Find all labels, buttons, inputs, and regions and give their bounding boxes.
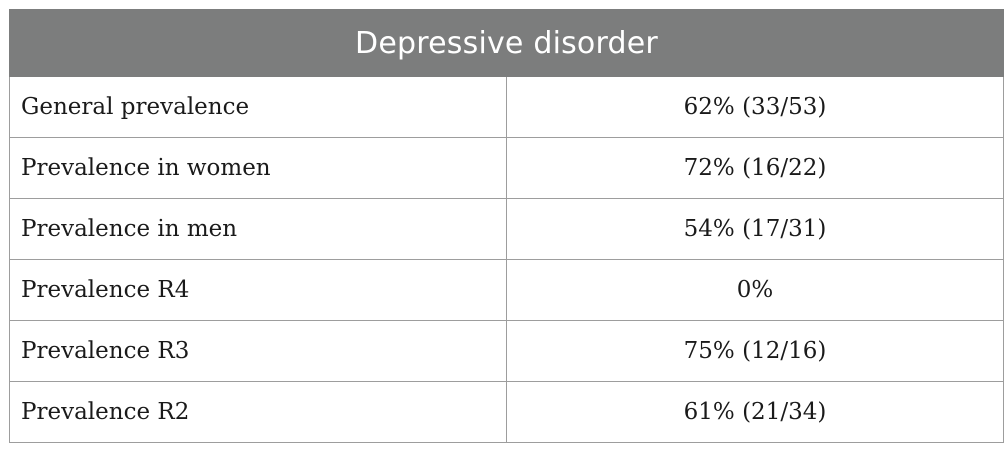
table-title: Depressive disorder (9, 9, 1004, 77)
row-value: 0% (506, 259, 1004, 321)
table-row: Prevalence in men 54% (17/31) (9, 198, 1004, 260)
prevalence-table-container: Depressive disorder General prevalence 6… (9, 9, 1004, 443)
row-label: Prevalence in women (9, 137, 507, 199)
row-label: Prevalence R4 (9, 259, 507, 321)
table-row: Prevalence in women 72% (16/22) (9, 137, 1004, 199)
row-label: General prevalence (9, 76, 507, 138)
row-value: 62% (33/53) (506, 76, 1004, 138)
row-label: Prevalence R3 (9, 320, 507, 382)
row-value: 54% (17/31) (506, 198, 1004, 260)
table-row: Prevalence R4 0% (9, 259, 1004, 321)
table-row: Prevalence R3 75% (12/16) (9, 320, 1004, 382)
row-value: 61% (21/34) (506, 381, 1004, 443)
table-header-row: Depressive disorder (9, 9, 1004, 77)
row-label: Prevalence R2 (9, 381, 507, 443)
table-row: Prevalence R2 61% (21/34) (9, 381, 1004, 443)
prevalence-table: Depressive disorder General prevalence 6… (9, 9, 1004, 443)
row-label: Prevalence in men (9, 198, 507, 260)
table-row: General prevalence 62% (33/53) (9, 76, 1004, 138)
row-value: 75% (12/16) (506, 320, 1004, 382)
row-value: 72% (16/22) (506, 137, 1004, 199)
